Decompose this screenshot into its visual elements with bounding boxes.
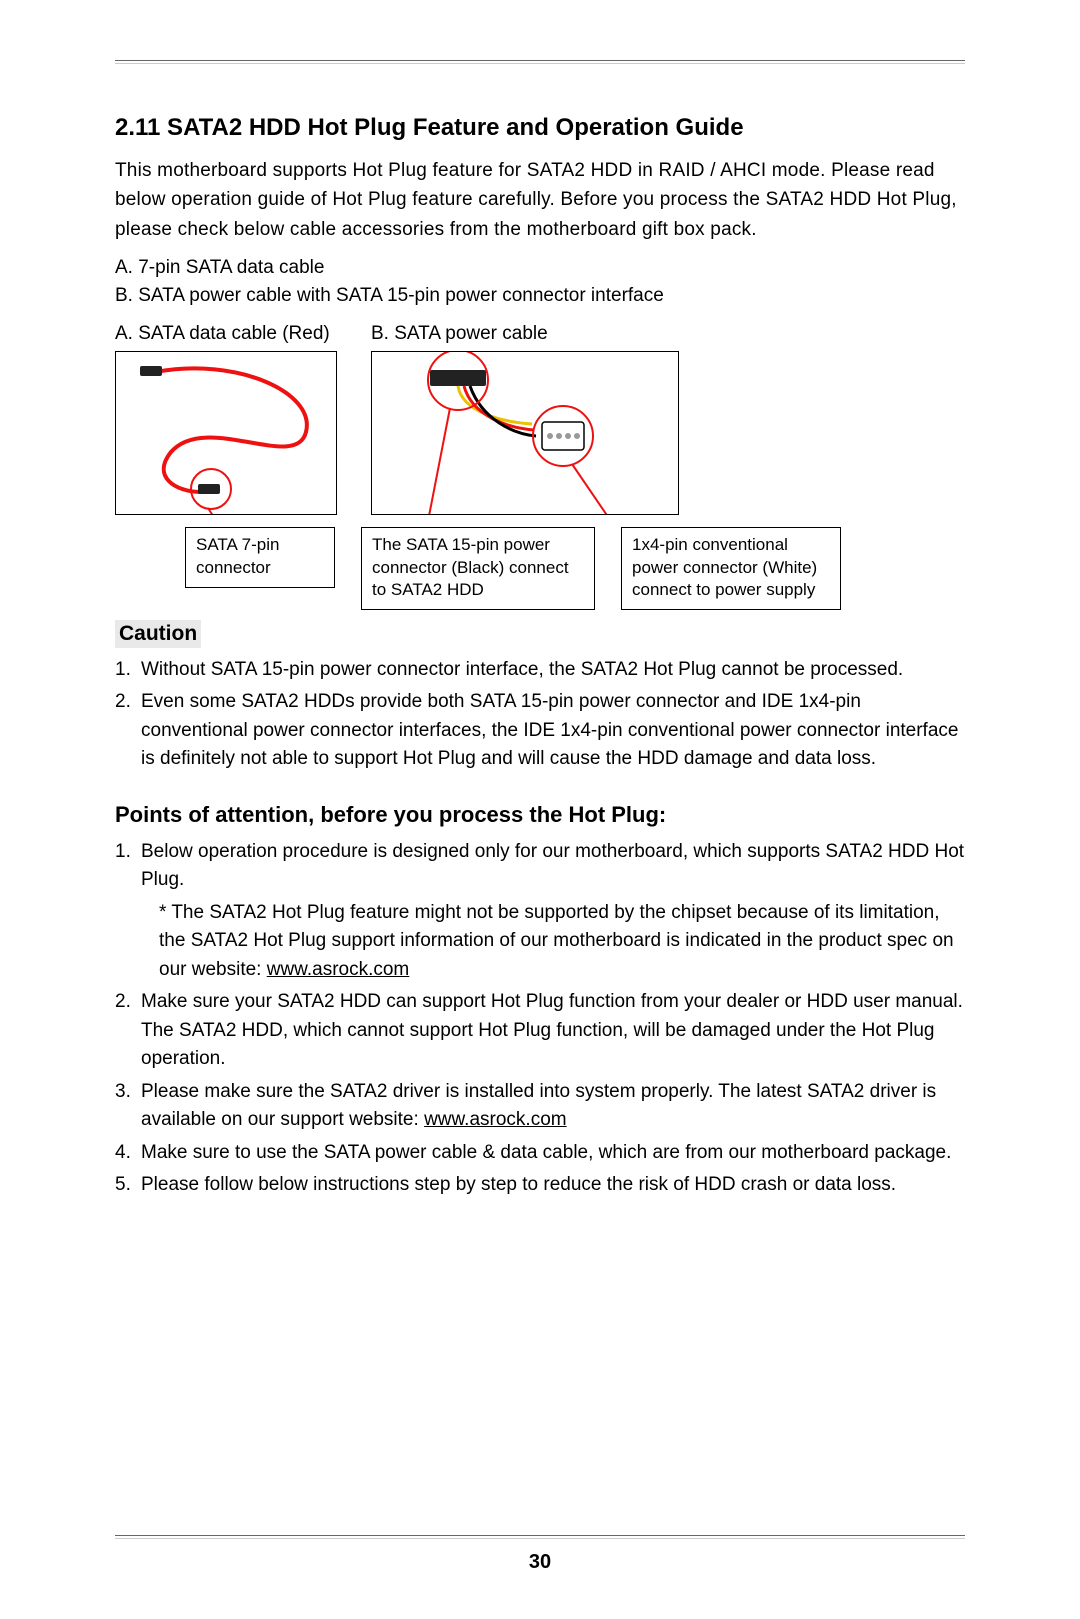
caution-heading: Caution [115, 620, 201, 648]
figures-row: A. SATA data cable (Red) B. SATA power c [115, 323, 965, 515]
point-5: 5. Please follow below instructions step… [115, 1171, 965, 1200]
document-page: 2.11 SATA2 HDD Hot Plug Feature and Oper… [0, 0, 1080, 1619]
asrock-link-2[interactable]: www.asrock.com [424, 1109, 567, 1130]
figure-a-title: A. SATA data cable (Red) [115, 323, 337, 345]
section-title: 2.11 SATA2 HDD Hot Plug Feature and Oper… [115, 114, 965, 142]
point-4: 4. Make sure to use the SATA power cable… [115, 1139, 965, 1168]
point-3: 3. Please make sure the SATA2 driver is … [115, 1078, 965, 1135]
points-heading: Points of attention, before you process … [115, 802, 965, 828]
bottom-rule [115, 1535, 965, 1539]
asrock-link-1[interactable]: www.asrock.com [267, 959, 410, 980]
accessory-b: B. SATA power cable with SATA 15-pin pow… [115, 282, 965, 310]
top-rule [115, 60, 965, 64]
caution-item-2: 2. Even some SATA2 HDDs provide both SAT… [115, 688, 965, 774]
figure-a-box [115, 351, 337, 515]
callout-sata15pin: The SATA 15-pin power connector (Black) … [361, 527, 595, 609]
callout-sata7pin: SATA 7-pin connector [185, 527, 335, 587]
callout-molex: 1x4-pin conventional power connector (Wh… [621, 527, 841, 609]
figure-b: B. SATA power cable [371, 323, 679, 515]
page-number: 30 [0, 1551, 1080, 1574]
sata-data-cable-diagram [116, 352, 336, 514]
callouts-row: SATA 7-pin connector The SATA 15-pin pow… [115, 527, 965, 609]
intro-paragraph: This motherboard supports Hot Plug featu… [115, 156, 965, 244]
point-2: 2. Make sure your SATA2 HDD can support … [115, 988, 965, 1074]
figure-a: A. SATA data cable (Red) [115, 323, 337, 515]
sata-power-cable-diagram [372, 352, 678, 514]
accessory-list: A. 7-pin SATA data cable B. SATA power c… [115, 254, 965, 309]
point-1-text: Below operation procedure is designed on… [141, 841, 964, 891]
points-list: 1. Below operation procedure is designed… [115, 838, 965, 1200]
accessory-a: A. 7-pin SATA data cable [115, 254, 965, 282]
figure-b-title: B. SATA power cable [371, 323, 679, 345]
caution-item-1: 1. Without SATA 15-pin power connector i… [115, 656, 965, 685]
caution-list: 1. Without SATA 15-pin power connector i… [115, 656, 965, 774]
point-1: 1. Below operation procedure is designed… [115, 838, 965, 985]
figure-b-box [371, 351, 679, 515]
point-1-note: * The SATA2 Hot Plug feature might not b… [159, 899, 965, 985]
